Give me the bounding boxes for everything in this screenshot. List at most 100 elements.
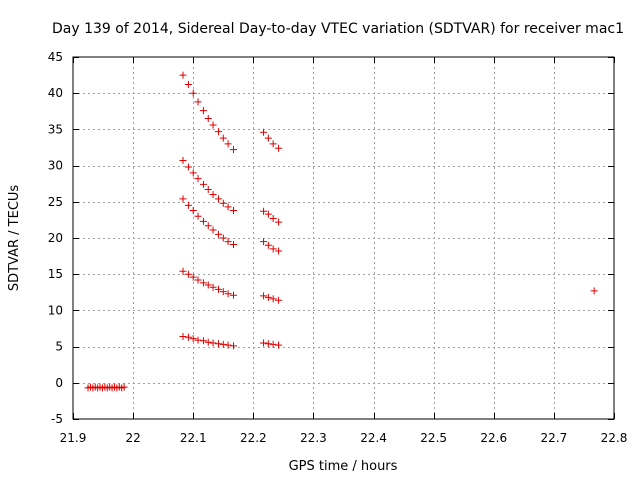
data-point <box>269 340 277 348</box>
data-point <box>194 175 202 183</box>
x-tick-label: 22.2 <box>240 431 267 445</box>
data-point <box>204 222 212 230</box>
data-point <box>224 290 232 298</box>
data-point <box>224 238 232 246</box>
grid-lines <box>73 57 614 419</box>
data-point <box>590 287 598 295</box>
data-point <box>260 238 268 246</box>
data-point <box>204 281 212 289</box>
data-point <box>194 336 202 344</box>
data-point <box>229 241 237 249</box>
data-point <box>260 292 268 300</box>
data-point <box>219 340 227 348</box>
data-point <box>179 195 187 203</box>
data-point <box>260 339 268 347</box>
y-tick-label: 5 <box>55 340 63 354</box>
data-points <box>84 71 598 392</box>
data-point <box>264 210 272 218</box>
y-tick-label: 25 <box>48 195 63 209</box>
data-point <box>214 340 222 348</box>
data-point <box>269 140 277 148</box>
data-point <box>199 180 207 188</box>
data-point <box>269 295 277 303</box>
data-point <box>209 339 217 347</box>
data-point <box>204 338 212 346</box>
chart-title: Day 139 of 2014, Sidereal Day-to-day VTE… <box>52 21 624 37</box>
x-tick-label: 22.8 <box>601 431 628 445</box>
data-point <box>194 276 202 284</box>
data-point <box>264 340 272 348</box>
y-tick-label: 20 <box>48 231 63 245</box>
data-point <box>275 247 283 255</box>
data-point <box>184 333 192 341</box>
y-tick-label: 15 <box>48 267 63 281</box>
data-point <box>189 206 197 214</box>
data-point <box>189 169 197 177</box>
x-tick-label: 22.3 <box>300 431 327 445</box>
data-point <box>224 341 232 349</box>
y-tick-label: 10 <box>48 303 63 317</box>
data-point <box>194 212 202 220</box>
data-point <box>179 332 187 340</box>
data-point <box>224 140 232 148</box>
x-axis-label: GPS time / hours <box>289 459 398 474</box>
data-point <box>184 163 192 171</box>
data-point <box>189 273 197 281</box>
data-point <box>229 291 237 299</box>
y-axis-label: SDTVAR / TECUs <box>7 185 22 292</box>
data-point <box>199 337 207 345</box>
data-point <box>204 115 212 123</box>
data-point <box>219 234 227 242</box>
data-point <box>179 267 187 275</box>
y-tick-label: 30 <box>48 159 63 173</box>
data-point <box>189 335 197 343</box>
data-point <box>275 296 283 304</box>
x-tick-label: 22.4 <box>360 431 387 445</box>
data-point <box>264 134 272 142</box>
data-point <box>199 107 207 115</box>
data-point <box>209 121 217 129</box>
data-point <box>264 293 272 301</box>
data-point <box>209 226 217 234</box>
y-tick-label: 0 <box>55 376 63 390</box>
data-point <box>269 245 277 253</box>
data-point <box>260 207 268 215</box>
x-tick-label: 22 <box>125 431 140 445</box>
data-point <box>204 185 212 193</box>
data-point <box>184 270 192 278</box>
y-tick-label: 40 <box>48 86 63 100</box>
data-point <box>214 230 222 238</box>
x-tick-label: 22.5 <box>420 431 447 445</box>
data-point <box>269 214 277 222</box>
data-point <box>184 81 192 89</box>
data-point <box>275 144 283 152</box>
data-point <box>229 206 237 214</box>
data-point <box>179 71 187 79</box>
data-point <box>184 201 192 209</box>
data-point <box>199 217 207 225</box>
data-point <box>189 89 197 97</box>
data-point <box>219 288 227 296</box>
x-tick-label: 22.7 <box>541 431 568 445</box>
x-tick-label: 22.1 <box>180 431 207 445</box>
data-point <box>214 285 222 293</box>
y-tick-label: 45 <box>48 50 63 64</box>
y-tick-label: 35 <box>48 122 63 136</box>
data-point <box>229 342 237 350</box>
data-point <box>209 191 217 199</box>
data-point <box>199 279 207 287</box>
data-point <box>219 134 227 142</box>
x-tick-label: 21.9 <box>60 431 87 445</box>
data-point <box>275 218 283 226</box>
data-point <box>275 341 283 349</box>
y-tick-label: -5 <box>51 412 63 426</box>
data-point <box>214 128 222 136</box>
data-point <box>224 203 232 211</box>
data-point <box>219 199 227 207</box>
data-point <box>179 157 187 165</box>
data-point <box>209 283 217 291</box>
data-point <box>229 146 237 154</box>
x-tick-label: 22.6 <box>480 431 507 445</box>
data-point <box>260 128 268 136</box>
